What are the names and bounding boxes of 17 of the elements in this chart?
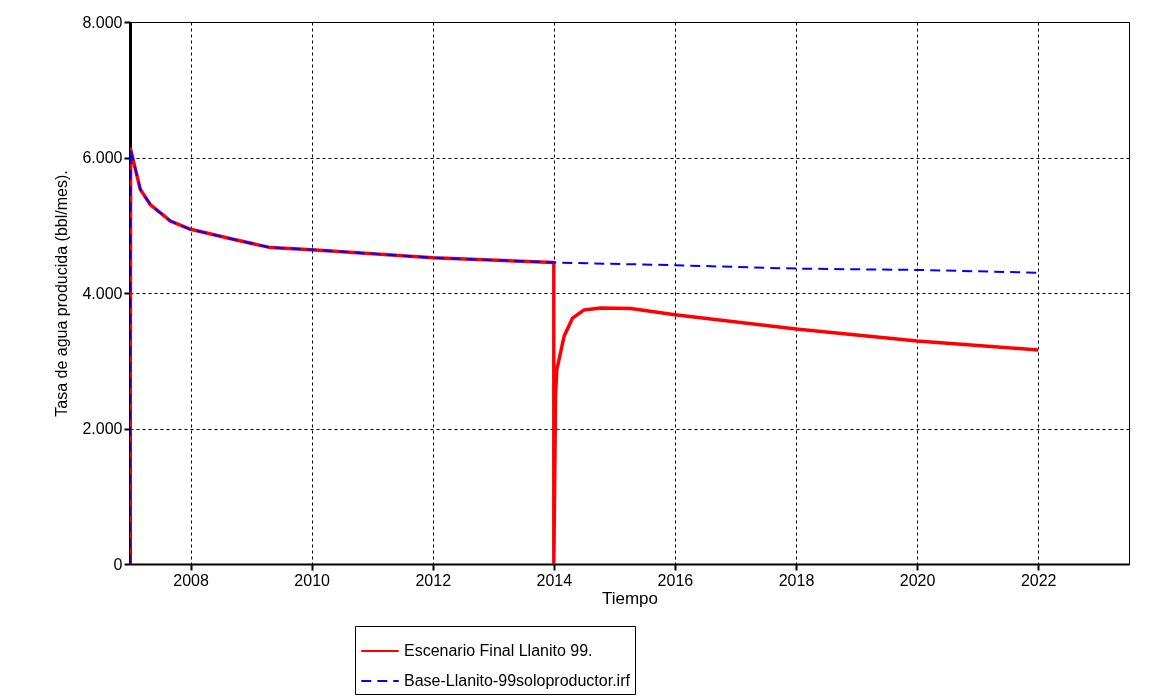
x-axis-title: Tiempo <box>601 588 659 608</box>
y-tick-label: 4.000 <box>82 284 123 302</box>
legend-label: Base-Llanito-99soloproductor.irf <box>404 672 631 689</box>
y-tick-label: 8.000 <box>82 13 123 31</box>
y-axis-title: Tasa de agua producida (bbl/mes). <box>53 170 71 417</box>
x-tick-label: 2018 <box>778 571 815 589</box>
y-tick-label: 2.000 <box>82 420 123 437</box>
legend-label: Escenario Final Llanito 99. <box>404 642 593 659</box>
x-tick-label: 2020 <box>899 571 936 589</box>
x-tick-label: 2008 <box>173 571 209 589</box>
x-tick-label: 2016 <box>657 571 694 589</box>
y-tick-label: 6.000 <box>82 149 123 166</box>
x-tick-label: 2014 <box>536 571 573 589</box>
x-tick-label: 2022 <box>1020 571 1057 589</box>
x-tick-label: 2010 <box>294 571 331 589</box>
y-tick-label: 0 <box>113 555 123 573</box>
x-tick-label: 2012 <box>415 571 452 589</box>
